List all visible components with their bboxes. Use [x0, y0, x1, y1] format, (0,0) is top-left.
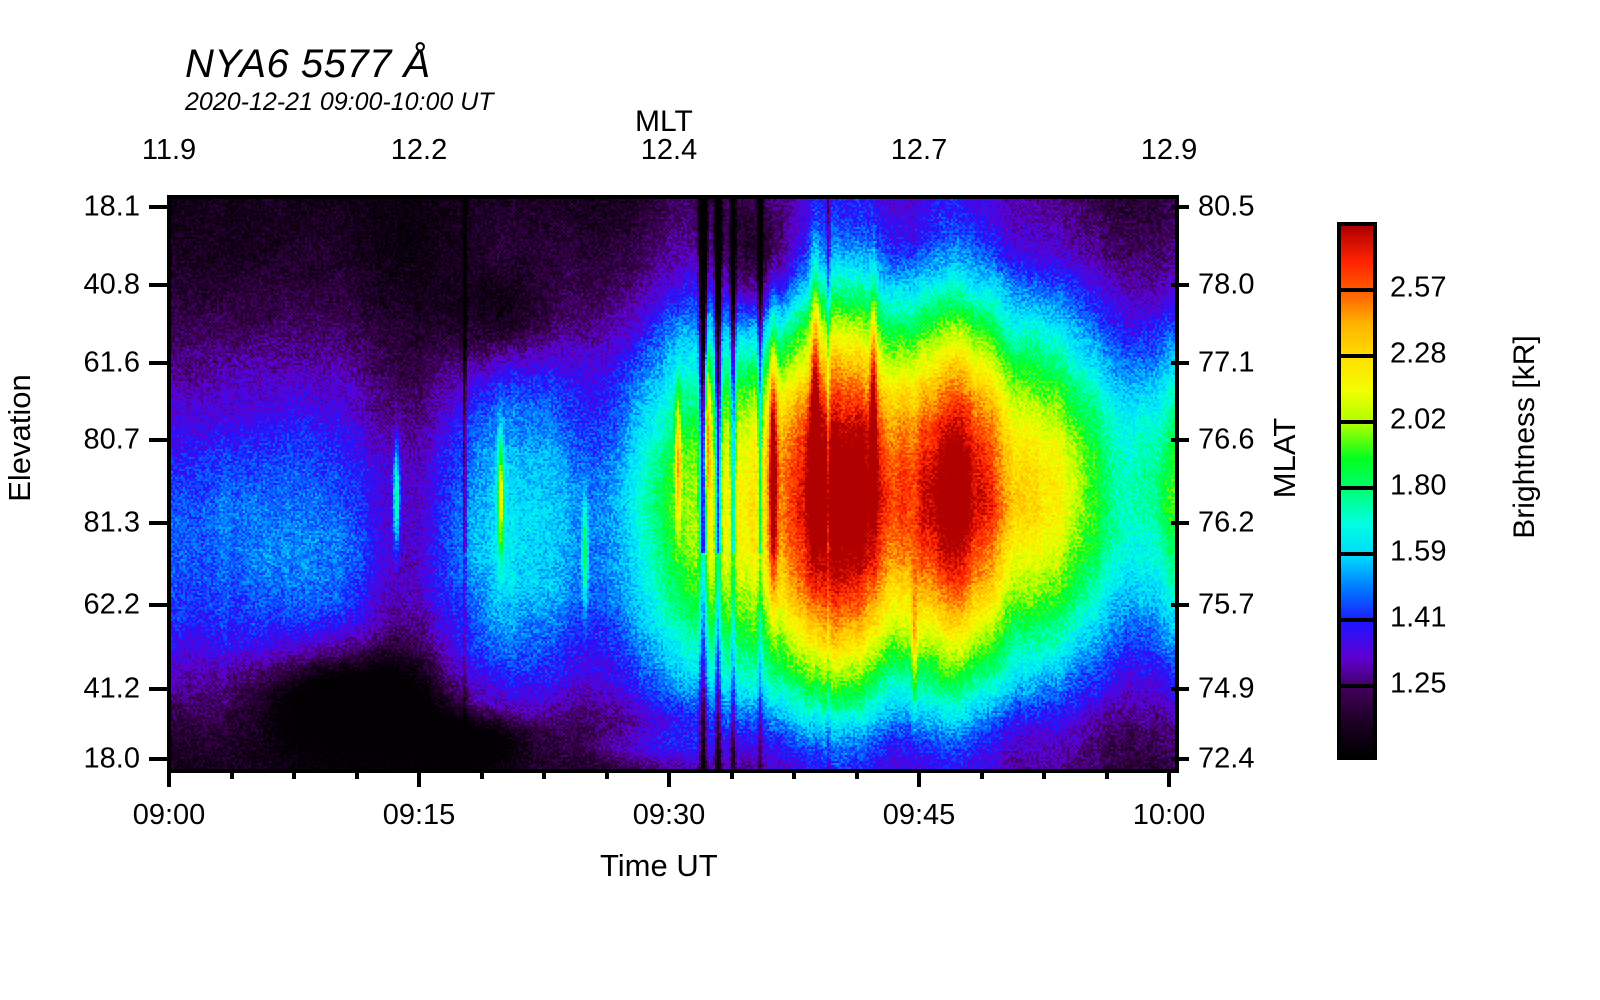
- colorbar-divider-5: [1341, 618, 1373, 622]
- mlt-tick-label-3: 12.7: [890, 134, 948, 166]
- mlt-axis-title: MLT: [635, 105, 693, 138]
- mlat-tick-1: [1171, 283, 1189, 287]
- colorbar-divider-1: [1341, 354, 1373, 358]
- time-tick-label-0: 09:00: [132, 799, 206, 831]
- mlat-tick-0: [1171, 205, 1189, 209]
- time-tick-major-0: [167, 769, 171, 787]
- title-block: NYA6 5577 Å 2020-12-21 09:00-10:00 UT: [185, 42, 885, 116]
- colorbar-divider-4: [1341, 552, 1373, 556]
- mlat-tick-3: [1171, 438, 1189, 442]
- colorbar-divider-0: [1341, 288, 1373, 292]
- colorbar-axis-title: Brightness [kR]: [1508, 335, 1541, 539]
- elevation-tick-label-2: 61.6: [83, 346, 140, 379]
- colorbar-tick-label-3: 1.80: [1390, 469, 1447, 502]
- mlat-tick-label-5: 75.7: [1198, 588, 1255, 621]
- mlt-tick-label-0: 11.9: [141, 134, 197, 166]
- time-tick-minor-9: [980, 769, 984, 779]
- mlt-tick-label-2: 12.4: [640, 134, 698, 166]
- elevation-tick-label-0: 18.1: [83, 190, 140, 223]
- mlat-tick-4: [1171, 521, 1189, 525]
- colorbar-tick-label-6: 1.25: [1390, 667, 1447, 700]
- time-tick-label-2: 09:30: [632, 799, 706, 831]
- mlat-tick-5: [1171, 603, 1189, 607]
- elevation-tick-label-1: 40.8: [83, 268, 140, 301]
- elevation-tick-0: [149, 205, 167, 209]
- colorbar-divider-2: [1341, 420, 1373, 424]
- mlt-tick-label-4: 12.9: [1140, 134, 1198, 166]
- time-tick-minor-10: [1042, 769, 1046, 779]
- mlat-tick-6: [1171, 687, 1189, 691]
- time-tick-minor-4: [542, 769, 546, 779]
- keogram-image: [171, 199, 1175, 769]
- time-tick-minor-2: [355, 769, 359, 779]
- time-tick-minor-5: [605, 769, 609, 779]
- time-tick-label-3: 09:45: [882, 799, 956, 831]
- colorbar-gradient: [1341, 226, 1373, 756]
- elevation-tick-label-5: 62.2: [83, 588, 140, 621]
- elevation-tick-1: [149, 283, 167, 287]
- mlat-tick-label-1: 78.0: [1198, 268, 1255, 301]
- keogram-plot-area[interactable]: [167, 195, 1179, 773]
- time-tick-label-1: 09:15: [382, 799, 456, 831]
- time-tick-minor-1: [292, 769, 296, 779]
- time-tick-minor-11: [1105, 769, 1109, 779]
- elevation-tick-2: [149, 361, 167, 365]
- elevation-tick-label-6: 41.2: [83, 672, 140, 705]
- mlat-tick-label-3: 76.6: [1198, 423, 1255, 456]
- time-tick-label-4: 10:00: [1132, 799, 1206, 831]
- elevation-tick-6: [149, 687, 167, 691]
- elevation-tick-4: [149, 521, 167, 525]
- mlat-tick-7: [1171, 757, 1189, 761]
- mlat-tick-2: [1171, 361, 1189, 365]
- time-axis-title: Time UT: [600, 848, 718, 883]
- time-tick-major-1: [417, 769, 421, 787]
- time-tick-major-2: [667, 769, 671, 787]
- time-tick-minor-6: [730, 769, 734, 779]
- mlat-tick-label-7: 72.4: [1198, 742, 1255, 775]
- colorbar-divider-6: [1341, 684, 1373, 688]
- time-tick-minor-0: [230, 769, 234, 779]
- time-tick-major-4: [1167, 769, 1171, 787]
- colorbar-tick-label-5: 1.41: [1390, 601, 1447, 634]
- time-tick-minor-8: [855, 769, 859, 779]
- time-tick-minor-7: [792, 769, 796, 779]
- elevation-tick-label-7: 18.0: [83, 742, 140, 775]
- mlat-tick-label-2: 77.1: [1198, 346, 1255, 379]
- colorbar-divider-3: [1341, 486, 1373, 490]
- colorbar-tick-label-4: 1.59: [1390, 535, 1447, 568]
- mlat-tick-label-0: 80.5: [1198, 190, 1255, 223]
- mlat-axis-title: MLAT: [1267, 417, 1302, 499]
- colorbar-tick-label-2: 2.02: [1390, 403, 1447, 436]
- page-title: NYA6 5577 Å: [185, 42, 431, 86]
- elevation-tick-5: [149, 603, 167, 607]
- mlt-tick-label-1: 12.2: [390, 134, 448, 166]
- page-subtitle: 2020-12-21 09:00-10:00 UT: [185, 88, 494, 116]
- mlat-tick-label-6: 74.9: [1198, 672, 1255, 705]
- elevation-tick-label-3: 80.7: [83, 423, 140, 456]
- time-tick-major-3: [917, 769, 921, 787]
- colorbar[interactable]: [1337, 222, 1377, 760]
- colorbar-tick-label-1: 2.28: [1390, 337, 1447, 370]
- mlat-tick-label-4: 76.2: [1198, 506, 1255, 539]
- elevation-tick-7: [149, 757, 167, 761]
- elevation-tick-3: [149, 438, 167, 442]
- colorbar-tick-label-0: 2.57: [1390, 271, 1447, 304]
- time-tick-minor-3: [480, 769, 484, 779]
- elevation-tick-label-4: 81.3: [83, 506, 140, 539]
